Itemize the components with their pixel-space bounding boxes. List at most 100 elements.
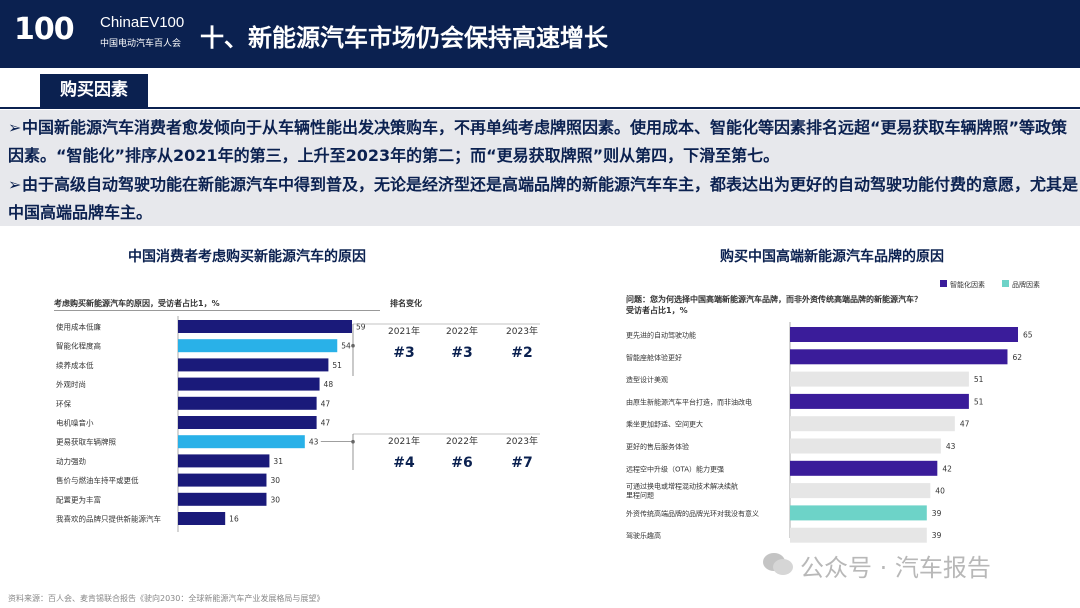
left-value-label: 30	[270, 495, 280, 504]
rank-value: #2	[511, 345, 532, 361]
right-category-label: 更好的售后服务体验	[626, 442, 689, 451]
rank-change-panel: 2021年 #3 2022年 #3 2023年 #2 2021年 #4 2022年 #6 2023年…	[352, 323, 540, 470]
bullet-arrow-icon: ➢	[8, 118, 22, 137]
rank-value: #3	[393, 345, 414, 361]
right-category-label: 里程问题	[626, 491, 654, 500]
left-value-label: 30	[270, 476, 280, 485]
rank-year-label: 2021年	[388, 435, 420, 447]
left-value-label: 48	[324, 380, 334, 389]
right-chart-subtitle-2: 受访者占比1，%	[626, 306, 688, 315]
section-label: 购买因素	[40, 74, 148, 107]
right-category-label: 智能座舱体验更好	[626, 353, 682, 362]
rank-year-label: 2022年	[446, 325, 478, 337]
right-bar	[790, 416, 955, 432]
left-category-label: 外观时尚	[56, 379, 86, 389]
logo-subtitle: 中国电动汽车百人会	[100, 39, 182, 49]
left-bar	[178, 339, 338, 353]
right-bar	[790, 393, 969, 409]
section-divider	[0, 107, 1080, 109]
right-category-label: 外资传统高端品牌的品牌光环对我没有意义	[626, 509, 759, 518]
left-bar	[178, 473, 267, 487]
right-chart-title: 购买中国高端新能源汽车品牌的原因	[720, 249, 944, 265]
right-bar	[790, 505, 927, 521]
right-value-label: 51	[974, 397, 984, 406]
left-bar	[178, 492, 267, 506]
right-value-label: 40	[935, 487, 945, 496]
bullet-text: 由于高级自动驾驶功能在新能源汽车中得到普及，无论是经济型还是高端品牌的新能源汽车…	[8, 175, 1079, 222]
rank-change-header: 排名变化	[390, 299, 422, 308]
left-bar	[178, 377, 320, 391]
left-category-label: 使用成本低廉	[56, 322, 101, 332]
bullet-arrow-icon: ➢	[8, 175, 22, 194]
logo-number: 100	[14, 12, 75, 47]
right-value-label: 47	[960, 420, 970, 429]
right-bar	[790, 460, 938, 476]
page-title: 十、新能源汽车市场仍会保持高速增长	[200, 24, 608, 52]
left-chart-title: 中国消费者考虑购买新能源汽车的原因	[128, 249, 366, 265]
rank-value: #6	[451, 455, 472, 470]
right-category-label: 更先进的自动驾驶功能	[626, 331, 696, 340]
left-category-label: 续养成本低	[56, 360, 94, 370]
left-value-label: 47	[321, 399, 331, 408]
logo-brand: ChinaEV100	[100, 14, 185, 31]
source-note: 资料来源：百人会、麦肯锡联合报告《驶向2030：全球新能源汽车产业发展格局与展望…	[8, 594, 325, 603]
legend-swatch	[1002, 280, 1009, 287]
left-bar-chart: 使用成本低廉 59 智能化程度高 54 续养成本低 51 外观时尚 48 环保 47 电机噪音小 47…	[54, 310, 380, 532]
left-category-label: 智能化程度高	[56, 341, 101, 351]
left-category-label: 我喜欢的品牌只提供新能源汽车	[56, 514, 161, 524]
left-bar	[178, 396, 317, 410]
right-bar	[790, 438, 941, 454]
right-value-label: 62	[1012, 353, 1022, 362]
left-bar	[178, 512, 226, 525]
right-category-label: 由原生新能源汽车平台打造，而非油改电	[626, 397, 752, 406]
summary-band	[0, 110, 1080, 226]
legend-label: 品牌因素	[1012, 280, 1040, 289]
left-category-label: 环保	[56, 399, 71, 408]
right-bar	[790, 527, 927, 543]
header-bar: 100 ChinaEV100 中国电动汽车百人会 十、新能源汽车市场仍会保持高速…	[0, 0, 1080, 68]
left-value-label: 43	[309, 438, 319, 447]
left-category-label: 配置更为丰富	[56, 494, 101, 504]
wechat-icon	[763, 553, 793, 575]
rank-year-label: 2023年	[506, 435, 538, 447]
left-chart-subtitle: 考虑购买新能源汽车的原因，受访者占比1，%	[54, 299, 220, 308]
right-bar	[790, 371, 969, 387]
rank-value: #4	[393, 455, 415, 470]
right-value-label: 42	[942, 464, 952, 473]
bullet-point-2: ➢由于高级自动驾驶功能在新能源汽车中得到普及，无论是经济型还是高端品牌的新能源汽…	[8, 171, 1078, 227]
legend-label: 智能化因素	[950, 280, 985, 289]
left-category-label: 售价与燃油车持平或更低	[56, 475, 139, 485]
rank-year-label: 2022年	[446, 435, 478, 447]
right-value-label: 39	[932, 531, 942, 540]
right-value-label: 65	[1023, 331, 1033, 340]
right-bar	[790, 349, 1008, 365]
right-chart-subtitle: 问题：您为何选择中国高端新能源汽车品牌，而非外资传统高端品牌的新能源汽车？	[626, 295, 922, 304]
left-value-label: 47	[321, 419, 331, 428]
left-bar	[178, 358, 329, 372]
right-chart-legend: 智能化因素 品牌因素	[940, 280, 1040, 289]
right-bar-chart: 更先进的自动驾驶功能 65 智能座舱体验更好 62 造型设计美观 51 由原生新能源汽车平台…	[626, 322, 1033, 543]
left-value-label: 31	[273, 457, 283, 466]
left-category-label: 动力强劲	[56, 456, 86, 466]
right-category-label: 造型设计美观	[626, 375, 668, 384]
left-value-label: 51	[332, 361, 342, 370]
left-value-label: 54	[341, 342, 351, 351]
rank-value: #3	[451, 345, 472, 361]
rank-year-label: 2023年	[506, 325, 538, 337]
right-value-label: 51	[974, 375, 984, 384]
left-bar	[178, 320, 352, 333]
left-bar	[178, 454, 270, 468]
right-category-label: 驾驶乐趣高	[626, 531, 661, 540]
rank-year-label: 2021年	[388, 325, 420, 337]
bullet-text: 中国新能源汽车消费者愈发倾向于从车辆性能出发决策购车，不再单纯考虑牌照因素。使用…	[8, 118, 1068, 165]
right-bar	[790, 327, 1018, 342]
left-value-label: 59	[356, 323, 366, 332]
bullet-point-1: ➢中国新能源汽车消费者愈发倾向于从车辆性能出发决策购车，不再单纯考虑牌照因素。使…	[8, 114, 1078, 170]
right-bar	[790, 483, 931, 499]
right-value-label: 43	[946, 442, 956, 451]
right-category-label: 远程空中升级（OTA）能力更强	[626, 464, 724, 473]
watermark-text: 公众号 · 汽车报告	[800, 554, 991, 582]
left-value-label: 16	[229, 515, 239, 524]
legend-swatch	[940, 280, 947, 287]
right-value-label: 39	[932, 509, 942, 518]
